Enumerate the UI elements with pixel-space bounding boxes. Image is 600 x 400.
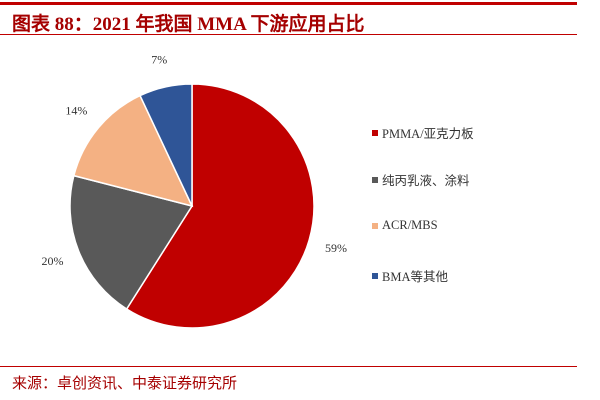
legend-swatch bbox=[372, 176, 378, 183]
top-rule bbox=[0, 2, 577, 5]
pie-slice bbox=[125, 83, 315, 329]
source-note: 来源：卓创资讯、中泰证券研究所 bbox=[12, 376, 238, 392]
legend-swatch bbox=[372, 129, 378, 136]
data-label: 7% bbox=[151, 53, 167, 67]
legend-item: ACR/MBS bbox=[372, 218, 438, 233]
legend-label: ACR/MBS bbox=[382, 218, 438, 232]
data-label: 59% bbox=[325, 241, 347, 255]
data-label: 20% bbox=[42, 254, 64, 268]
data-label: 14% bbox=[65, 103, 87, 117]
legend-swatch bbox=[372, 222, 378, 229]
legend-item: 纯丙乳液、涂料 bbox=[372, 170, 470, 189]
legend-item: PMMA/亚克力板 bbox=[372, 123, 474, 142]
legend-swatch bbox=[372, 272, 378, 279]
pie-slice bbox=[69, 174, 194, 311]
chart-title: 图表 88：2021 年我国 MMA 下游应用占比 bbox=[12, 14, 365, 35]
title-rule bbox=[0, 34, 577, 35]
legend-label: PMMA/亚克力板 bbox=[382, 127, 474, 141]
pie-slice bbox=[139, 83, 193, 207]
bottom-rule bbox=[0, 366, 577, 367]
legend-item: BMA等其他 bbox=[372, 266, 448, 285]
pie-slice bbox=[72, 94, 194, 208]
legend-label: BMA等其他 bbox=[382, 270, 448, 284]
legend-label: 纯丙乳液、涂料 bbox=[382, 174, 470, 188]
